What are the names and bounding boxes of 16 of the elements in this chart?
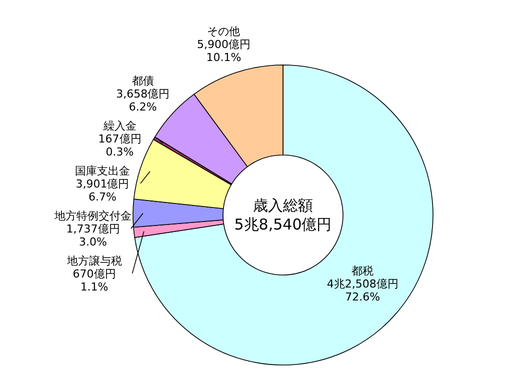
slice-label: 繰入金	[102, 119, 136, 132]
slice-label: 国庫支出金	[74, 164, 130, 178]
data-label: 3,658億円 6.2%	[116, 87, 170, 114]
slice-label: 地方譲与税	[66, 254, 122, 268]
data-label: 1,737億円 3.0%	[66, 222, 120, 248]
data-label: 3,901億円 6.7%	[76, 177, 130, 204]
slice-label: その他	[207, 24, 240, 38]
slice-label: 都債	[132, 74, 154, 88]
data-label: 670億円 1.1%	[72, 267, 116, 294]
slice-label: 地方特例交付金	[54, 209, 132, 222]
text: 歳入総額	[253, 196, 313, 214]
text: 5兆8,540億円	[234, 216, 332, 234]
data-label: 5,900億円 10.1%	[196, 38, 250, 64]
data-label: 4兆2,508億円 72.6%	[326, 277, 398, 304]
data-label: 167億円 0.3%	[98, 132, 142, 158]
slice-label: 都税	[352, 264, 374, 278]
